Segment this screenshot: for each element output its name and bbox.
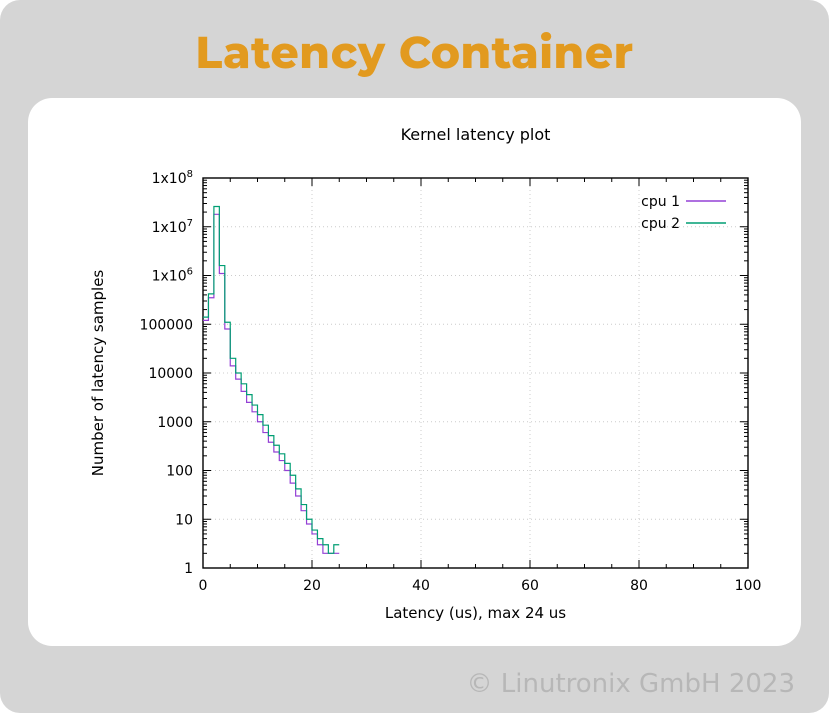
latency-chart: Kernel latency plot 0 20 40 60 80 100 1 10 100 100… (28, 98, 801, 646)
y-tick-label: 100 (166, 464, 193, 480)
x-tick-label: 100 (735, 578, 762, 594)
y-tick-label: 1000 (157, 415, 193, 431)
x-tick-label: 0 (199, 578, 208, 594)
x-tick-label: 80 (630, 578, 648, 594)
page-title: Latency Container (28, 26, 801, 80)
y-tick-label: 10000 (148, 366, 193, 382)
chart-title: Kernel latency plot (401, 125, 551, 144)
svg-text:1x108: 1x108 (152, 169, 193, 187)
y-tick-label: 10 (175, 512, 193, 528)
svg-text:1x106: 1x106 (152, 267, 193, 285)
y-tick-label: 1 (184, 561, 193, 577)
chart-card: Kernel latency plot 0 20 40 60 80 100 1 10 100 100… (28, 98, 801, 646)
x-tick-label: 20 (303, 578, 321, 594)
legend-label: cpu 2 (641, 216, 680, 232)
x-tick-label: 40 (412, 578, 430, 594)
outer-panel: Latency Container Kernel latency plot 0 20… (0, 0, 829, 713)
copyright-text: © Linutronix GmbH 2023 (467, 669, 795, 699)
legend-label: cpu 1 (641, 194, 680, 210)
y-tick-label: 100000 (140, 317, 193, 333)
x-axis-label: Latency (us), max 24 us (385, 604, 566, 622)
x-tick-label: 60 (521, 578, 539, 594)
svg-text:1x107: 1x107 (152, 218, 193, 236)
y-axis-label: Number of latency samples (89, 270, 107, 477)
series-cpu-2 (203, 207, 339, 554)
